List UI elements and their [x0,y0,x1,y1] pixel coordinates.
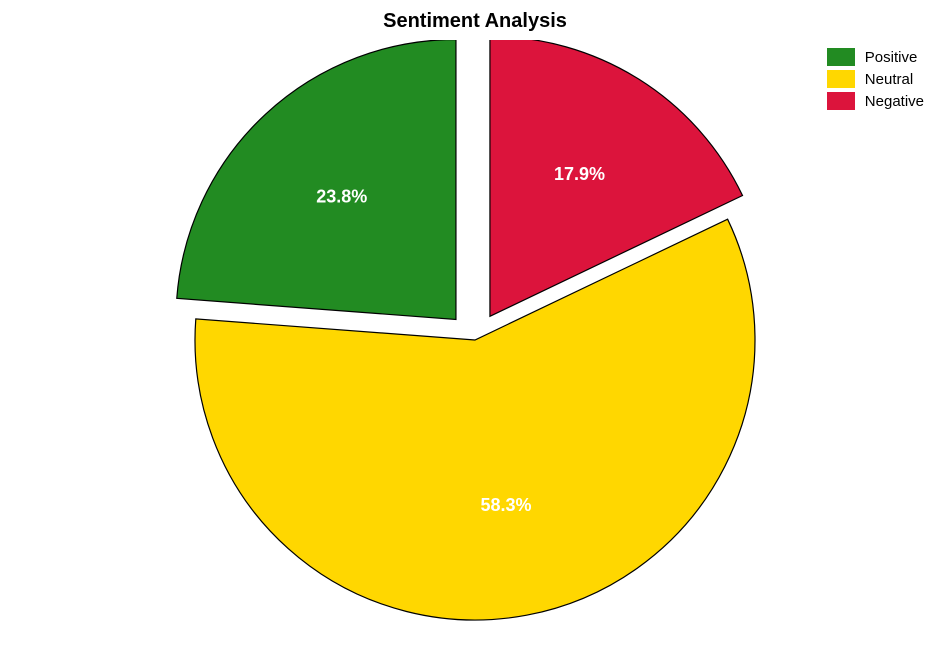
legend-label: Positive [865,49,918,66]
chart-container: Sentiment Analysis 23.8% 58.3% 17.9% Posit… [0,0,950,662]
pie-chart: 23.8% 58.3% 17.9% [175,40,775,640]
legend-label: Neutral [865,71,913,88]
legend-item: Negative [827,92,924,110]
chart-title: Sentiment Analysis [0,10,950,33]
legend-swatch [827,92,855,110]
slice-label: 58.3% [480,495,531,515]
legend: Positive Neutral Negative [827,48,924,114]
slice-label: 23.8% [316,186,367,206]
legend-item: Positive [827,48,924,66]
legend-item: Neutral [827,70,924,88]
legend-swatch [827,48,855,66]
pie-slice-positive [177,40,456,319]
legend-swatch [827,70,855,88]
legend-label: Negative [865,93,924,110]
slice-label: 17.9% [554,164,605,184]
